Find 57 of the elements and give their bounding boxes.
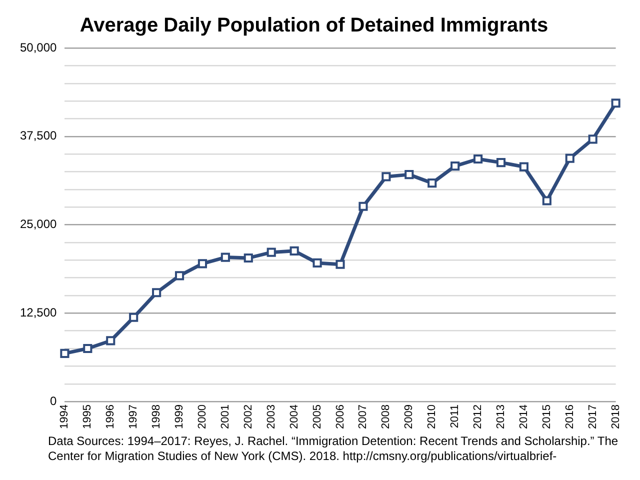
- x-tick-label: 2016: [564, 404, 576, 430]
- x-tick-label: 1994: [58, 404, 71, 430]
- point: [473, 154, 483, 164]
- y-tick-label: 12,500: [20, 305, 58, 320]
- x-tick-label: 2001: [219, 404, 232, 430]
- point: [496, 158, 506, 168]
- point: [404, 170, 414, 180]
- x-tick-label: 2012: [472, 404, 484, 430]
- point: [428, 178, 437, 188]
- point: [266, 248, 276, 257]
- x-tick-label: 2003: [265, 404, 278, 430]
- point: [565, 154, 574, 163]
- x-tick-label: 2008: [380, 404, 392, 430]
- x-tick-label: 2010: [426, 404, 438, 430]
- x-tick-label: 2015: [540, 404, 553, 430]
- y-tick-label: 25,000: [20, 217, 58, 232]
- point: [198, 259, 208, 268]
- x-tick-label: 1997: [128, 404, 140, 430]
- point: [542, 196, 552, 206]
- x-tick-label: 2000: [196, 404, 209, 430]
- x-tick-label: 1996: [104, 404, 117, 430]
- x-tick-label: 2017: [586, 404, 599, 430]
- x-tick-label: 2009: [403, 404, 416, 430]
- point: [312, 258, 322, 268]
- point: [152, 288, 162, 298]
- x-tick-label: 2007: [357, 404, 370, 430]
- point: [220, 252, 230, 262]
- x-tick-label: 2002: [242, 404, 254, 430]
- point: [129, 312, 138, 322]
- point: [358, 202, 368, 211]
- x-tick-label: 2006: [334, 404, 346, 430]
- y-tick-label: 0: [50, 394, 58, 408]
- point: [174, 271, 184, 280]
- x-tick-label: 2014: [518, 404, 530, 430]
- point: [611, 98, 620, 108]
- y-tick-label: 37,500: [20, 128, 58, 143]
- x-tick-label: 2005: [311, 404, 324, 430]
- point: [106, 336, 116, 346]
- point: [588, 134, 598, 144]
- y-tick-label: 50,000: [20, 40, 58, 54]
- point: [336, 260, 345, 269]
- point: [519, 162, 528, 172]
- point: [450, 162, 460, 171]
- x-tick-label: 2018: [610, 404, 622, 430]
- x-tick-label: 2013: [495, 404, 508, 430]
- point: [382, 172, 391, 182]
- point: [290, 246, 299, 256]
- point: [244, 253, 253, 263]
- x-tick-label: 2004: [288, 404, 300, 430]
- x-tick-label: 2011: [449, 404, 462, 428]
- x-tick-label: 1995: [82, 404, 94, 430]
- x-tick-label: 1998: [150, 404, 163, 430]
- x-tick-label: 1999: [174, 404, 186, 430]
- point: [60, 348, 70, 358]
- text: Data Sources: 1994–2017: Reyes, J. Rachel. “Immigration Detention: Recent Trends and Scholarship.” The Center for Migration Studies of New York (CMS). 2018. http://cmsny.org/publications/virtualbrief-: [47, 433, 620, 464]
- point: [83, 344, 92, 354]
- chart-title: Average Daily Population of Detained Immigrants: [80, 14, 548, 37]
